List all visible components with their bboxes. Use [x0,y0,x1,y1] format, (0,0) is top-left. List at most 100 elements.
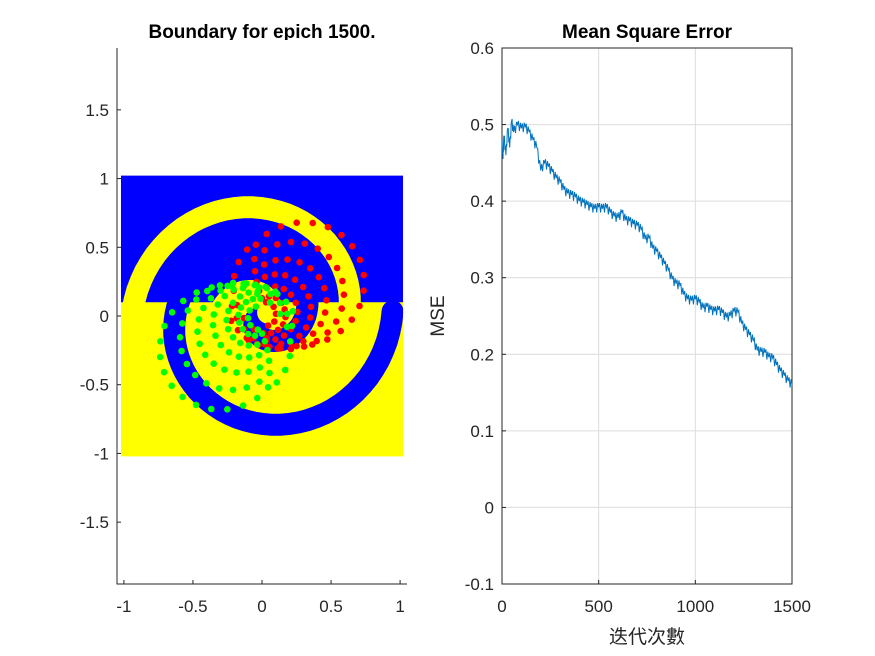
green-class-point [224,325,232,333]
red-class-point [271,271,279,278]
green-class-point [235,311,242,319]
red-class-point [287,291,295,299]
mse-x-axis-label: 迭代次數 [609,626,685,648]
clip-top [110,40,410,176]
green-class-point [217,341,225,349]
red-class-point [293,219,301,226]
green-class-point [246,307,253,314]
mse-y-tick-label: 0.5 [470,116,494,135]
boundary-plot-area: -1 -0.5 0 0.5 1 -1.5 -1 -0.5 0 0.5 1 1.5 [79,40,410,616]
red-class-point [251,267,259,275]
green-class-point [243,384,250,391]
green-class-point [245,342,252,349]
green-class-point [225,349,233,356]
red-class-point [360,287,367,295]
red-class-point [309,219,317,227]
red-class-point [261,247,268,254]
red-class-point [287,238,295,246]
red-class-point [315,273,323,281]
green-class-point [208,405,215,413]
green-class-point [176,334,184,341]
green-class-point [245,368,252,376]
green-class-point [247,321,254,329]
mse-y-tick-label: 0.3 [470,269,494,288]
red-class-point [277,340,285,348]
green-class-point [236,293,244,300]
mse-y-tick-label: 0.2 [470,345,494,364]
boundary-y-tick-label: 0.5 [85,238,109,257]
green-class-point [193,296,200,303]
green-class-point [215,385,223,392]
training-points [156,219,368,413]
green-class-point [264,384,272,391]
green-class-point [179,320,186,327]
boundary-y-tick-label: 1 [100,170,109,189]
red-class-point [260,261,268,268]
green-class-point [265,357,273,365]
boundary-x-tick-label: 0.5 [319,597,343,616]
green-class-point [284,310,291,318]
green-class-point [216,282,224,289]
green-class-point [276,310,284,318]
green-class-point [196,340,203,348]
boundary-chart-title: Boundary for epich 1500. [148,22,375,43]
green-class-point [287,338,294,345]
boundary-x-tick-label: 1 [395,597,404,616]
green-class-point [200,304,207,312]
boundary-chart: Boundary for epich 1500. -1 -0.5 0 0.5 1 -1.… [79,22,410,616]
red-class-point [306,314,314,321]
mse-axes-box [501,47,793,585]
green-class-point [274,290,281,298]
green-class-point [193,289,200,296]
green-class-point [236,339,244,347]
green-class-point [160,368,168,376]
boundary-y-tick-label: 1.5 [85,101,109,120]
boundary-y-tick-label: -1.5 [80,513,109,532]
green-class-point [244,330,252,338]
green-class-point [201,351,209,359]
red-class-point [293,342,300,350]
red-class-point [277,223,285,230]
red-class-point [305,293,312,300]
red-class-point [356,302,363,310]
boundary-axes [116,48,407,585]
green-class-point [239,325,246,333]
green-class-point [258,330,266,338]
green-class-point [204,287,211,295]
boundary-x-tick-label: -1 [116,597,131,616]
decision-region [110,40,410,584]
red-class-point [292,299,300,307]
green-class-point [183,360,191,368]
red-class-point [296,332,303,340]
red-class-point [264,322,272,329]
green-class-point [253,290,261,298]
green-class-point [253,341,261,349]
green-class-point [245,289,252,296]
green-class-point [256,378,263,386]
green-class-point [233,369,240,376]
green-class-point [239,284,247,292]
green-class-point [161,322,168,330]
boundary-y-tick-label: -1 [94,444,109,463]
green-class-point [184,307,192,314]
green-class-point [178,347,185,355]
green-class-point [210,311,218,318]
green-class-point [283,323,291,331]
red-class-point [317,320,324,328]
mse-y-tick-label: 0.4 [470,192,494,211]
green-class-point [217,287,224,295]
mse-chart-title: Mean Square Error [562,22,733,43]
green-class-point [207,295,215,302]
green-class-point [239,402,247,409]
boundary-y-tick-label: -0.5 [80,376,109,395]
red-class-point [332,318,340,325]
red-class-point [314,245,322,252]
green-class-point [252,303,260,310]
red-class-point [307,265,314,272]
red-class-point [356,256,364,264]
clip-bottom [110,456,410,584]
red-class-point [325,253,333,261]
red-class-point [274,326,282,334]
mse-grid [501,47,793,585]
green-class-point [229,334,237,341]
